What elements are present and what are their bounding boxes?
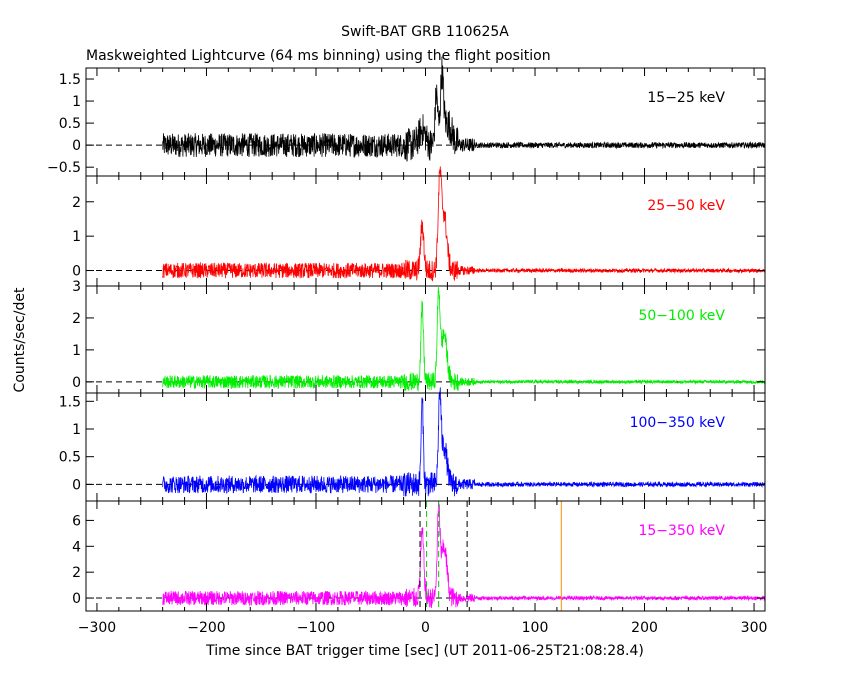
y-tick-label: 1.5	[59, 72, 81, 88]
y-tick-label: 2	[72, 311, 81, 327]
chart-subtitle: Maskweighted Lightcurve (64 ms binning) …	[86, 48, 551, 64]
y-tick-label: 1.5	[59, 394, 81, 410]
x-tick-label: 100	[522, 620, 549, 636]
y-tick-label: 0.5	[59, 450, 81, 466]
y-axis-label: Counts/sec/det	[12, 287, 28, 392]
series-line	[162, 387, 766, 497]
y-tick-label: 1	[72, 94, 81, 110]
y-tick-label: 1	[72, 229, 81, 245]
panel-0: −0.5 0 0.5 1 1.5 15−25 keV	[47, 56, 766, 177]
panel-3: 0 0.5 1 1.5 100−350 keV	[59, 387, 766, 502]
y-tick-label: 0	[72, 477, 81, 493]
y-tick-label: 4	[72, 539, 81, 555]
band-label: 25−50 keV	[647, 198, 725, 214]
series-line	[162, 56, 766, 162]
panels-group: −0.5 0 0.5 1 1.5 15−25 keV 0 1 2 25−50 keV 0 1 2 3 50−…	[47, 56, 768, 636]
x-tick-label: 300	[741, 620, 768, 636]
series-line	[162, 502, 766, 609]
x-axis-label: Time since BAT trigger time [sec] (UT 20…	[205, 643, 644, 659]
series-line	[162, 287, 766, 392]
band-label: 15−350 keV	[638, 523, 725, 539]
panel-2: 0 1 2 3 50−100 keV	[72, 279, 766, 394]
panel-4: 0 2 4 6 15−350 keV	[72, 500, 766, 612]
y-tick-label: −0.5	[47, 160, 81, 176]
y-tick-label: 3	[72, 279, 81, 295]
band-label: 100−350 keV	[630, 415, 726, 431]
x-tick-label: −200	[187, 620, 225, 636]
x-tick-label: 200	[631, 620, 658, 636]
panel-frame	[85, 67, 766, 177]
y-tick-label: 1	[72, 343, 81, 359]
y-tick-label: 0.5	[59, 116, 81, 132]
y-tick-label: 1	[72, 422, 81, 438]
y-tick-label: 0	[72, 375, 81, 391]
y-tick-label: 0	[72, 264, 81, 280]
y-tick-label: 6	[72, 513, 81, 529]
chart-title: Swift-BAT GRB 110625A	[341, 24, 509, 40]
x-tick-label: −100	[297, 620, 335, 636]
panel-1: 0 1 2 25−50 keV	[72, 166, 766, 287]
y-tick-label: 0	[72, 138, 81, 154]
y-tick-label: 2	[72, 565, 81, 581]
series-line	[162, 166, 766, 282]
x-tick-label: 0	[421, 620, 430, 636]
y-tick-label: 2	[72, 195, 81, 211]
band-label: 15−25 keV	[647, 90, 725, 106]
y-tick-label: 0	[72, 591, 81, 607]
band-label: 50−100 keV	[638, 308, 725, 324]
x-tick-label: −300	[78, 620, 116, 636]
